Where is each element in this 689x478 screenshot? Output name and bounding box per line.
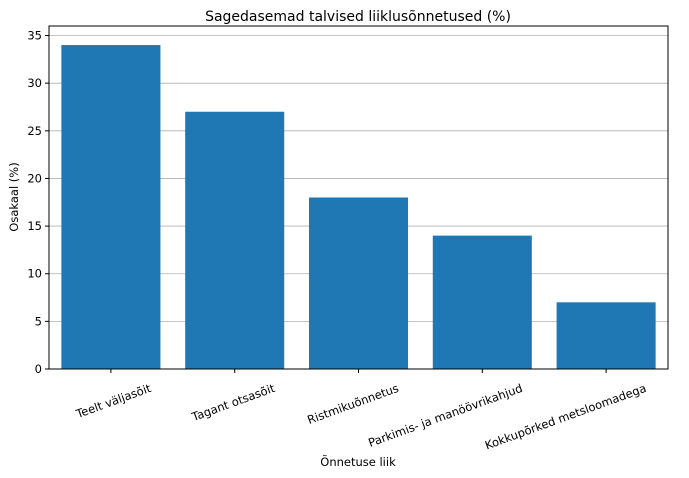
bar: [61, 45, 161, 370]
bar: [556, 302, 656, 369]
y-tick-label: 0: [35, 362, 42, 376]
x-axis-ticks: Teelt väljasõit Tagant otsasõit Ristmikuõn…: [73, 369, 648, 452]
y-tick-label: 25: [27, 124, 42, 138]
chart-title: Sagedasemad talvised liiklusõnnetused (%…: [205, 9, 511, 25]
bars: [61, 45, 656, 370]
y-axis-ticks: 0 5 10 15 20 25 30 35: [27, 29, 49, 376]
x-axis-label: Õnnetuse liik: [320, 454, 396, 469]
y-tick-label: 5: [35, 314, 42, 328]
y-tick-label: 20: [27, 171, 42, 185]
x-tick-label: Tagant otsasõit: [189, 381, 277, 425]
y-tick-label: 10: [27, 267, 42, 281]
bar: [308, 197, 409, 369]
y-tick-label: 35: [27, 29, 42, 43]
y-tick-label: 15: [27, 219, 42, 233]
y-axis-label: Osakaal (%): [7, 162, 21, 231]
y-tick-label: 30: [27, 76, 42, 90]
bar: [432, 235, 532, 369]
bar: [185, 111, 285, 369]
x-tick-label: Teelt väljasõit: [73, 381, 153, 422]
x-tick-label: Ristmikuõnnetus: [305, 381, 400, 427]
